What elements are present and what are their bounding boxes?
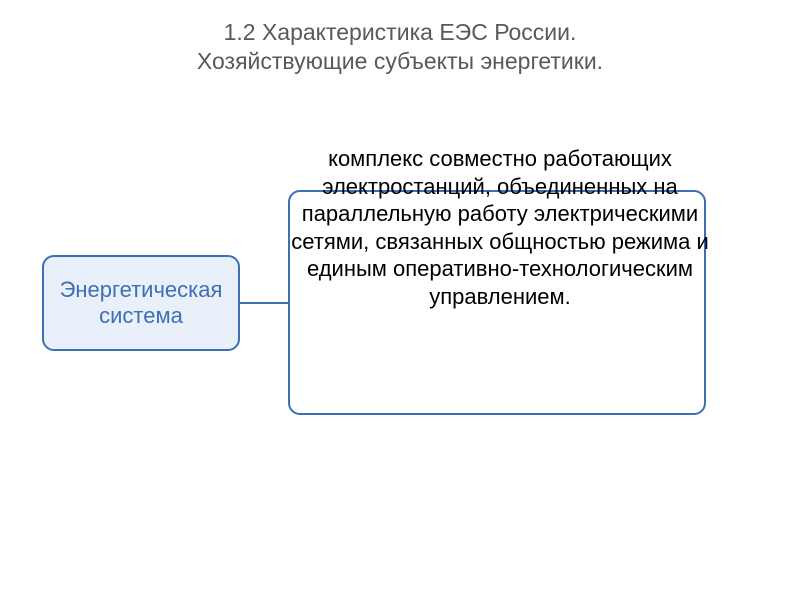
node-energy-system: Энергетическая система [42,255,240,351]
node-definition-text: комплекс совместно работающих электроста… [275,145,725,310]
title-line-2: Хозяйствующие субъекты энергетики. [0,47,800,76]
page-title: 1.2 Характеристика ЕЭС России. Хозяйству… [0,18,800,76]
node-energy-system-label: Энергетическая система [50,277,232,330]
title-line-1: 1.2 Характеристика ЕЭС России. [0,18,800,47]
